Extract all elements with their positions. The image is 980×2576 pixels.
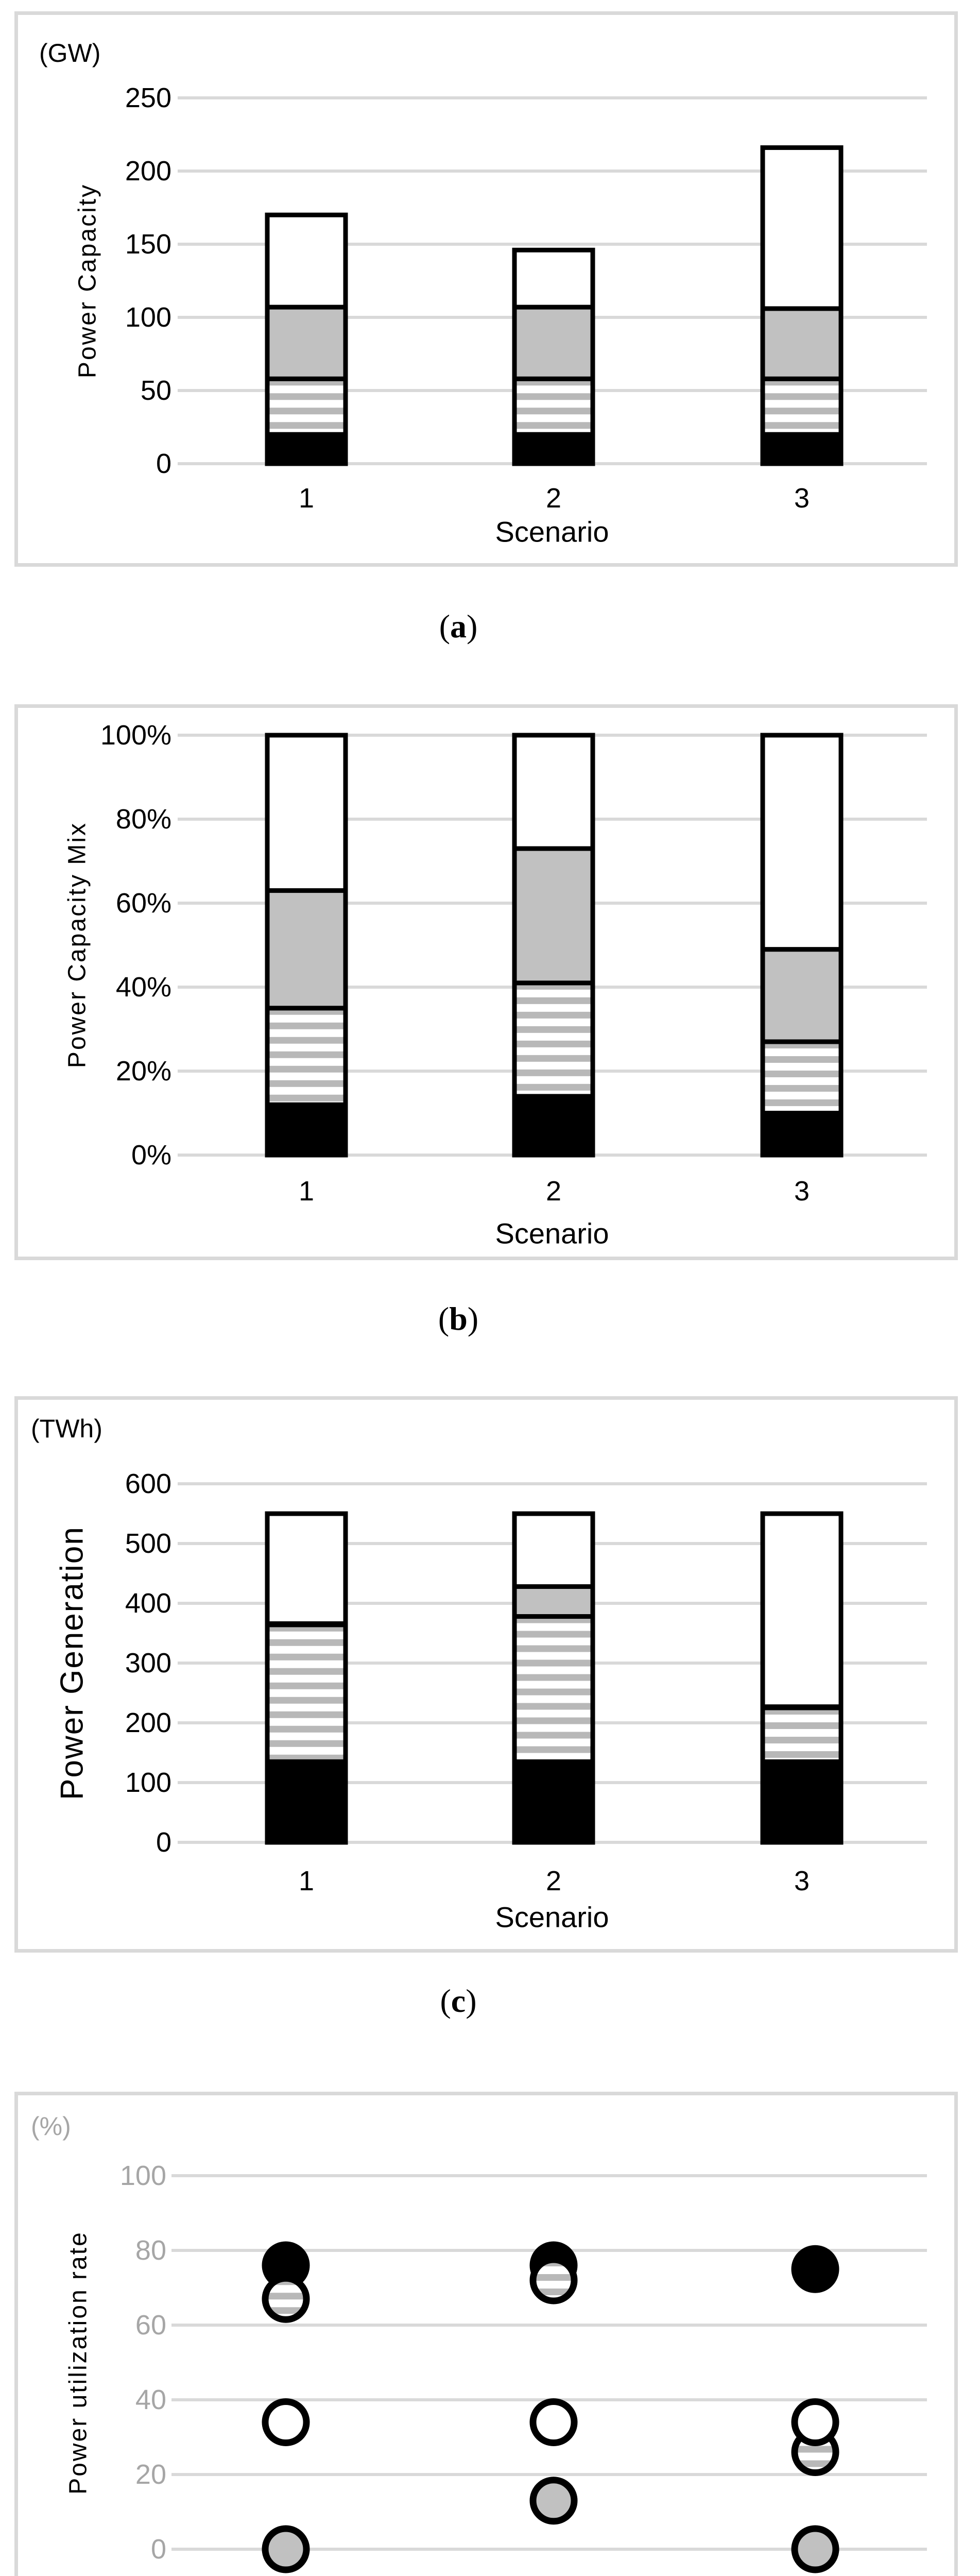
caption-c-letter: c (451, 1982, 466, 2019)
unit-label-percent: (%) (31, 2112, 71, 2141)
svg-text:60%: 60% (116, 888, 171, 919)
svg-text:100: 100 (125, 302, 171, 333)
y-axis-title-c: Power Generation (54, 1526, 90, 1800)
svg-text:1: 1 (299, 1866, 314, 1896)
svg-text:3: 3 (794, 1866, 810, 1896)
svg-text:20: 20 (135, 2459, 166, 2490)
unit-label-twh: (TWh) (31, 1414, 102, 1443)
svg-text:2: 2 (546, 1866, 561, 1896)
svg-text:100%: 100% (100, 720, 171, 751)
panel-power-utilization-rate: 020406080100123 (14, 2092, 958, 2576)
svg-text:1: 1 (299, 483, 314, 514)
panel-power-capacity-mix: 0% 20% 40% 60% 80% 100% 1 2 3 (14, 704, 958, 1260)
svg-text:0: 0 (156, 448, 171, 479)
svg-text:2: 2 (546, 483, 561, 514)
caption-c-paren-open: ( (440, 1982, 451, 2019)
caption-b-letter: b (449, 1300, 468, 1337)
svg-text:300: 300 (125, 1648, 171, 1679)
power-capacity-mix-chart: 0% 20% 40% 60% 80% 100% 1 2 3 (100, 720, 927, 1207)
svg-text:50: 50 (141, 375, 171, 406)
svg-text:150: 150 (125, 229, 171, 260)
svg-text:40: 40 (135, 2384, 166, 2415)
svg-text:1: 1 (299, 1176, 314, 1207)
svg-text:500: 500 (125, 1528, 171, 1559)
svg-text:40%: 40% (116, 972, 171, 1003)
caption-c-paren-close: ) (466, 1982, 477, 2019)
svg-text:0: 0 (151, 2534, 166, 2565)
svg-text:20%: 20% (116, 1056, 171, 1087)
svg-text:80: 80 (135, 2235, 166, 2266)
svg-text:100: 100 (125, 1767, 171, 1798)
svg-text:60: 60 (135, 2310, 166, 2341)
svg-text:2: 2 (546, 1176, 561, 1207)
panel-power-generation: 0 100 200 300 400 500 600 1 2 3 (14, 1396, 958, 1953)
svg-text:200: 200 (125, 156, 171, 187)
svg-text:0%: 0% (131, 1140, 171, 1171)
x-axis-title-c: Scenario (495, 1901, 609, 1934)
svg-text:80%: 80% (116, 804, 171, 835)
power-generation-chart: 0 100 200 300 400 500 600 1 2 3 (125, 1468, 927, 1896)
svg-text:0: 0 (156, 1827, 171, 1858)
caption-b: (b) (438, 1300, 478, 1338)
caption-b-paren-open: ( (438, 1300, 450, 1337)
power-capacity-chart: 0 50 100 150 200 250 1 2 3 (125, 82, 927, 514)
caption-a-letter: a (450, 608, 467, 645)
caption-b-paren-close: ) (467, 1300, 479, 1337)
svg-text:250: 250 (125, 82, 171, 113)
y-axis-title-d: Power utilization rate (64, 2231, 92, 2495)
svg-text:400: 400 (125, 1588, 171, 1619)
caption-a: (a) (439, 607, 478, 646)
x-axis-title-a: Scenario (495, 515, 609, 548)
svg-text:200: 200 (125, 1707, 171, 1738)
panel-power-capacity: 0 50 100 150 200 250 1 2 3 (14, 11, 958, 567)
caption-a-paren-open: ( (439, 608, 450, 645)
svg-text:3: 3 (794, 483, 810, 514)
svg-text:3: 3 (794, 1176, 810, 1207)
unit-label-gw: (GW) (39, 39, 101, 67)
power-utilization-chart: 020406080100123 (120, 2160, 927, 2573)
caption-c: (c) (440, 1982, 476, 2020)
caption-a-paren-close: ) (467, 608, 478, 645)
svg-text:600: 600 (125, 1468, 171, 1499)
x-axis-title-b: Scenario (495, 1217, 609, 1250)
y-axis-title-b: Power Capacity Mix (63, 821, 91, 1069)
svg-text:100: 100 (120, 2160, 166, 2191)
y-axis-title-a: Power Capacity (74, 183, 101, 379)
